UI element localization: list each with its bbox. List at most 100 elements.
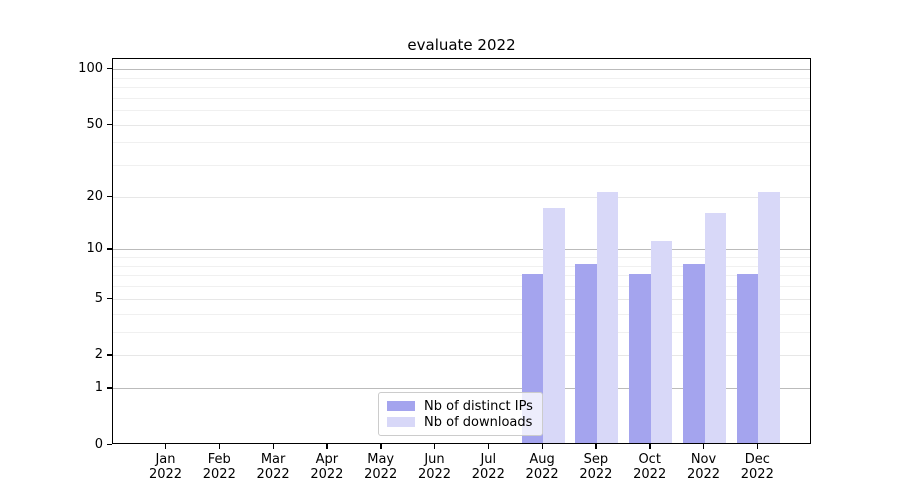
year-label: 2022 — [471, 467, 505, 482]
bar-dec-distinct-ips — [736, 273, 759, 443]
y-tick-mark-5 — [107, 297, 112, 300]
bar-dec-downloads — [758, 191, 780, 443]
year-label: 2022 — [740, 467, 774, 482]
y-tick-mark-10 — [107, 248, 112, 250]
month-label: Sep — [583, 452, 609, 467]
gridline-y-90 — [113, 77, 810, 79]
legend: Nb of distinct IPs Nb of downloads — [378, 392, 543, 436]
bar-oct-downloads — [650, 240, 673, 443]
gridline-y-7 — [113, 275, 810, 277]
x-axis-tick-label-dec: Dec 2022 — [725, 452, 789, 482]
gridline-y-100 — [113, 69, 810, 71]
x-axis-tick-label-may: May 2022 — [349, 452, 413, 482]
x-tick-mark-jan — [165, 444, 167, 449]
x-axis-tick-label-apr: Apr 2022 — [295, 452, 359, 482]
legend-swatch-icon — [387, 417, 415, 427]
year-label: 2022 — [256, 467, 290, 482]
bar-aug-downloads — [543, 207, 565, 443]
legend-swatch-icon — [387, 401, 415, 411]
gridline-y-10 — [113, 249, 810, 251]
bar-nov-distinct-ips — [683, 264, 705, 443]
y-axis-tick-label-20: 20 — [86, 188, 103, 204]
x-tick-mark-jun — [434, 444, 436, 449]
gridline-y-5 — [113, 298, 810, 300]
year-label: 2022 — [686, 467, 721, 482]
bar-sep-downloads — [596, 191, 619, 443]
gridline-y-40 — [113, 142, 810, 144]
bar-oct-distinct-ips — [629, 273, 651, 443]
y-tick-mark-0 — [107, 443, 112, 445]
y-tick-mark-1 — [107, 387, 112, 389]
x-axis-tick-label-aug: Aug 2022 — [510, 452, 574, 482]
gridline-y-20 — [113, 196, 810, 198]
gridline-y-70 — [113, 97, 810, 99]
month-label: May — [367, 452, 395, 467]
x-tick-mark-sep — [595, 444, 597, 449]
gridline-y-30 — [113, 165, 810, 167]
y-tick-mark-100 — [107, 68, 112, 70]
year-label: 2022 — [202, 467, 236, 482]
month-label: Jul — [480, 452, 497, 467]
gridline-y-1 — [113, 388, 810, 390]
y-tick-mark-2 — [107, 354, 112, 356]
gridline-y-50 — [113, 124, 810, 126]
month-label: Aug — [529, 452, 555, 467]
gridline-y-4 — [113, 313, 810, 315]
y-axis-tick-label-100: 100 — [78, 61, 103, 77]
gridline-y-2 — [113, 355, 810, 357]
y-axis-tick-label-1: 1 — [94, 380, 103, 396]
x-axis-tick-label-feb: Feb 2022 — [187, 452, 251, 482]
gridline-y-6 — [113, 286, 810, 288]
month-label: Nov — [690, 452, 717, 467]
x-tick-mark-oct — [649, 444, 651, 449]
plot-area — [112, 58, 811, 444]
x-tick-mark-nov — [703, 444, 705, 449]
x-axis-tick-label-nov: Nov 2022 — [672, 452, 736, 482]
chart-title: evaluate 2022 — [407, 36, 516, 54]
x-axis-tick-label-jun: Jun 2022 — [403, 452, 467, 482]
year-label: 2022 — [310, 467, 344, 482]
x-tick-mark-feb — [218, 444, 221, 449]
month-label: Oct — [638, 452, 661, 467]
gridline-y-80 — [113, 87, 810, 88]
month-label: Apr — [315, 452, 339, 467]
x-tick-mark-mar — [272, 444, 274, 449]
x-axis-tick-label-jul: Jul 2022 — [456, 452, 520, 482]
y-axis-tick-label-0: 0 — [94, 436, 103, 452]
legend-label: Nb of distinct IPs — [424, 398, 533, 414]
x-tick-mark-may — [380, 444, 382, 449]
month-label: Jan — [155, 452, 176, 467]
year-label: 2022 — [525, 467, 559, 482]
y-tick-mark-50 — [107, 123, 112, 126]
year-label: 2022 — [579, 467, 613, 482]
y-axis-tick-label-10: 10 — [86, 241, 103, 257]
y-tick-mark-20 — [107, 195, 112, 198]
x-tick-mark-jul — [487, 444, 490, 449]
year-label: 2022 — [417, 467, 452, 482]
month-label: Jun — [424, 452, 445, 467]
gridline-y-3 — [113, 331, 810, 333]
bar-sep-distinct-ips — [575, 264, 597, 443]
month-label: Mar — [260, 452, 286, 467]
legend-label: Nb of downloads — [424, 414, 533, 430]
month-label: Feb — [207, 452, 231, 467]
y-axis-tick-label-5: 5 — [94, 290, 103, 306]
x-tick-mark-apr — [326, 444, 328, 449]
month-label: Dec — [744, 452, 770, 467]
y-axis-tick-label-2: 2 — [94, 347, 103, 363]
x-axis-tick-label-mar: Mar 2022 — [241, 452, 305, 482]
x-tick-mark-aug — [541, 444, 543, 449]
gridline-y-8 — [113, 265, 810, 267]
x-axis-tick-label-jan: Jan 2022 — [134, 452, 198, 482]
gridline-y-60 — [113, 110, 810, 112]
year-label: 2022 — [633, 467, 667, 482]
bar-nov-downloads — [704, 212, 726, 443]
y-axis-tick-label-50: 50 — [86, 116, 103, 132]
gridline-y-9 — [113, 257, 810, 259]
year-label: 2022 — [364, 467, 398, 482]
x-axis-tick-label-oct: Oct 2022 — [618, 452, 682, 482]
year-label: 2022 — [148, 467, 183, 482]
x-axis-tick-label-sep: Sep 2022 — [564, 452, 628, 482]
legend-item-distinct-ips: Nb of distinct IPs — [387, 399, 534, 414]
